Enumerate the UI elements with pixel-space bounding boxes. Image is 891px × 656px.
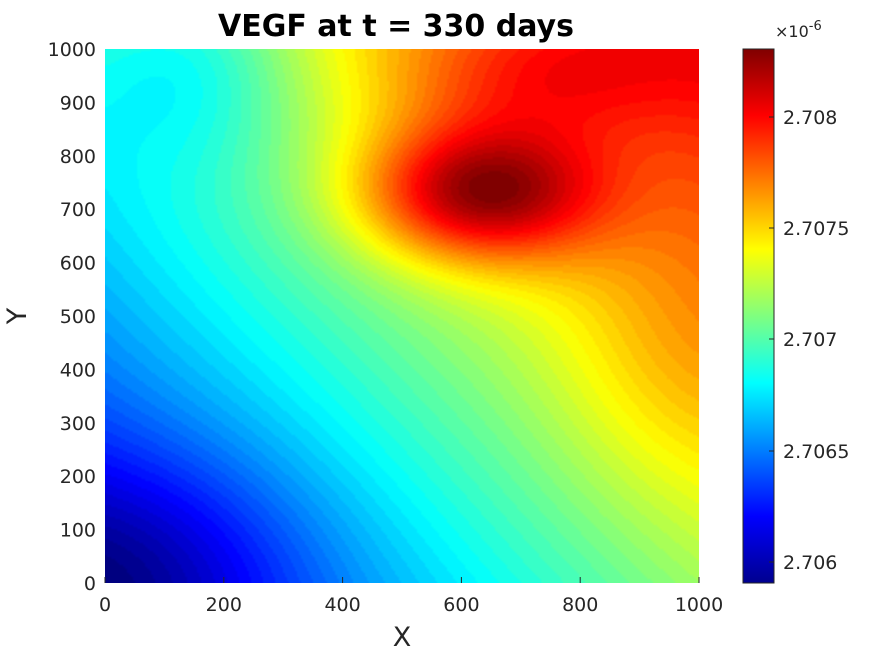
plot-area [105, 49, 699, 583]
chart-title: VEGF at t = 330 days [218, 9, 574, 44]
colorbar-exponent-power: -6 [809, 19, 822, 34]
y-tick-label: 200 [60, 466, 96, 488]
colorbar-tick-label: 2.706 [783, 552, 837, 574]
y-tick-label: 400 [60, 359, 96, 381]
x-tick-label: 0 [99, 594, 111, 616]
colorbar-exponent: ×10-6 [775, 19, 822, 41]
y-axis-label: Y [2, 307, 33, 325]
y-tick-label: 700 [60, 199, 96, 221]
x-axis-label: X [393, 622, 412, 653]
y-tick-label: 800 [60, 146, 96, 168]
y-tick-label: 600 [60, 253, 96, 275]
colorbar-exponent-base: ×10 [775, 22, 809, 41]
y-tick-label: 500 [60, 306, 96, 328]
x-tick-label: 600 [443, 594, 479, 616]
colorbar-tick-label: 2.7075 [783, 218, 849, 240]
colorbar-tick-label: 2.708 [783, 107, 837, 129]
colorbar: 2.706 2.7065 2.707 2.7075 2.708 ×10-6 [742, 19, 849, 584]
y-tick-label: 900 [60, 92, 96, 114]
colorbar-frame [742, 48, 775, 584]
y-tick-label: 100 [60, 520, 96, 542]
colorbar-tick-label: 2.707 [783, 329, 837, 351]
heatmap-canvas [105, 49, 699, 583]
y-axis: 0 100 200 300 400 500 600 700 800 900 10… [2, 39, 96, 595]
x-tick-label: 200 [206, 594, 242, 616]
y-tick-label: 1000 [48, 39, 96, 61]
x-axis: 0 200 400 600 800 1000 X [99, 577, 723, 653]
x-tick-marks [104, 577, 700, 583]
colorbar-tick-label: 2.7065 [783, 441, 849, 463]
colorbar-tick-marks [769, 116, 774, 563]
x-tick-label: 1000 [675, 594, 723, 616]
x-tick-label: 400 [324, 594, 360, 616]
x-tick-label: 800 [562, 594, 598, 616]
y-tick-label: 0 [84, 573, 96, 595]
y-tick-label: 300 [60, 413, 96, 435]
colorbar-gradient [743, 49, 774, 583]
